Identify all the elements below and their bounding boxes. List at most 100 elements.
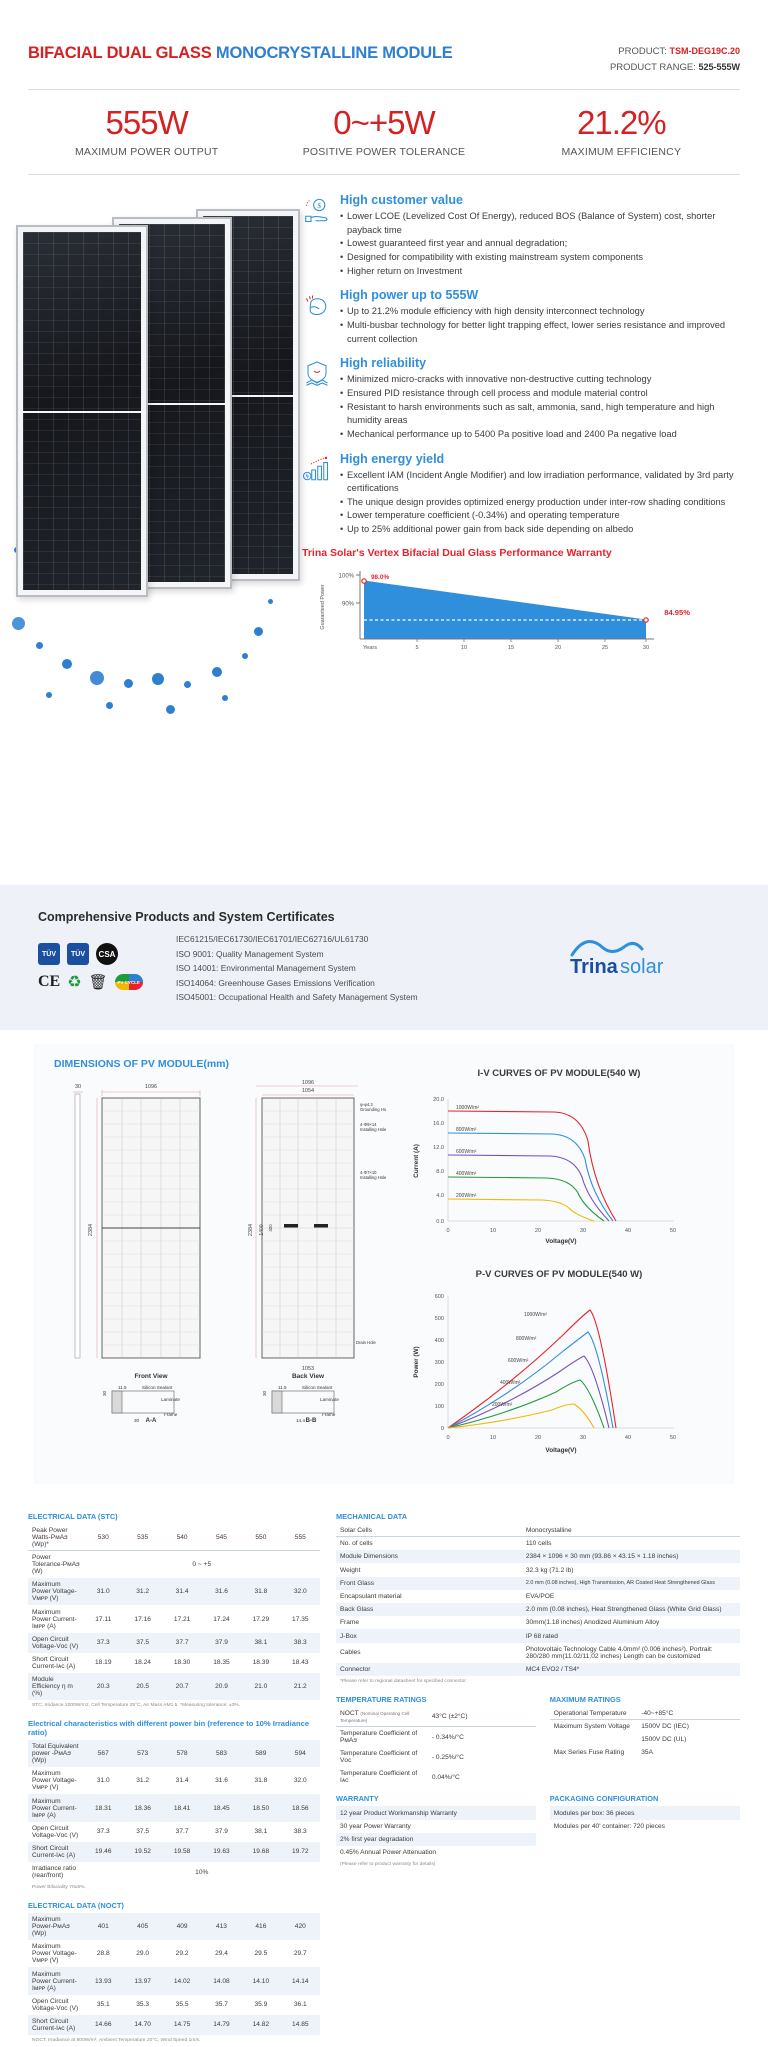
dimensions-heading: DIMENSIONS OF PV MODULE(mm) xyxy=(54,1058,230,1070)
mechanical-heading: MECHANICAL DATA xyxy=(336,1512,408,1521)
row-label: Module Efficiency η m (%) xyxy=(28,1673,84,1701)
cell: 20.9 xyxy=(201,1673,242,1701)
cell: 37.9 xyxy=(201,1821,242,1842)
feature-bullet: Higher return on Investment xyxy=(340,265,740,279)
header-section: BIFACIAL DUAL GLASS MONOCRYSTALLINE MODU… xyxy=(0,0,768,75)
dimensions-and-curves-section: DIMENSIONS OF PV MODULE(mm) 30 1096 xyxy=(0,1030,768,1500)
product-image-column xyxy=(6,187,300,735)
svg-text:20: 20 xyxy=(535,1228,541,1234)
dim-1400: 1400 xyxy=(259,1224,265,1235)
svg-text:40: 40 xyxy=(625,1435,631,1441)
svg-text:12.0: 12.0 xyxy=(433,1145,444,1151)
pv-legend-600: 600W/m² xyxy=(508,1358,529,1364)
pv-cycle-icon: PV CYCLE xyxy=(114,974,143,991)
row-value: 32.3 kg (71.2 lb) xyxy=(521,1563,740,1577)
row-label: 0.45% Annual Power Attenuation xyxy=(336,1846,536,1860)
cell: 31.0 xyxy=(83,1767,123,1795)
warranty-heading: WARRANTY xyxy=(336,1794,379,1804)
table-row: Maximum Power Voltage-Vᴍᴘᴘ (V) 31.0 31.2… xyxy=(28,1767,320,1795)
cell: 35.1 xyxy=(83,1994,123,2015)
svg-text:40: 40 xyxy=(625,1228,631,1234)
table-row: Max Series Fuse Rating 35A xyxy=(550,1746,740,1759)
cell: 28.8 xyxy=(83,1940,123,1968)
cell: 19.68 xyxy=(241,1841,281,1863)
y-tick-90: 90% xyxy=(342,601,355,607)
iv-legend-800: 800W/m² xyxy=(456,1127,477,1133)
svg-text:0: 0 xyxy=(441,1426,444,1432)
certificate-line: ISO 9001: Quality Management System xyxy=(176,948,324,959)
row-value: IP 68 rated xyxy=(521,1629,740,1643)
row-value: - 0.25%/°C xyxy=(431,1753,464,1761)
dim-30-b: 30 xyxy=(262,1390,267,1396)
cell: 19.58 xyxy=(162,1841,202,1863)
certificate-line: IEC61215/IEC61730/IEC61701/IEC62716/UL61… xyxy=(176,934,369,945)
iv-ylabel: Current (A) xyxy=(413,1144,420,1178)
cell: 29.2 xyxy=(162,1940,202,1968)
table-row: Connector MC4 EVO2 / TS4* xyxy=(336,1662,740,1676)
row-label: Modules per 40' container: 720 pieces xyxy=(549,1819,740,1833)
row-label xyxy=(550,1733,638,1746)
feature-bullet: Lower LCOE (Levelized Cost Of Energy), r… xyxy=(340,210,740,237)
bar-chart-growth-icon xyxy=(302,452,336,537)
x-tick-10: 10 xyxy=(461,645,467,651)
title-blue: MONOCRYSTALLINE MODULE xyxy=(215,44,453,62)
feature-high-reliability: High reliability Minimized micro-cracks … xyxy=(302,356,740,441)
sealant-label-b: Silicon Sealant xyxy=(302,1385,333,1390)
electrical-bin-heading: Electrical characteristics with differen… xyxy=(28,1719,310,1738)
cell: 19.52 xyxy=(122,1841,163,1863)
product-label: PRODUCT: xyxy=(618,46,667,57)
shield-handshake-icon xyxy=(302,356,336,441)
row-label: Weight xyxy=(336,1563,522,1577)
installing-hole-note2: Installing Hole xyxy=(360,1127,386,1132)
iv-curve-title: I-V CURVES OF PV MODULE(540 W) xyxy=(477,1068,641,1079)
row-label: Frame xyxy=(336,1616,522,1630)
table-row: No. of cells 110 cells xyxy=(336,1536,740,1551)
row-label: Irradiance ratio (rear/front) xyxy=(28,1862,84,1883)
cell: 32.0 xyxy=(280,1578,320,1606)
dim-width-1053: 1053 xyxy=(302,1366,314,1372)
y-tick-100: 100% xyxy=(339,573,355,579)
table-row: Maximum Power Current-Iᴍᴘᴘ (A) 18.31 18.… xyxy=(28,1794,320,1822)
row-value: MC4 EVO2 / TS4* xyxy=(521,1662,740,1676)
main-section: $ High customer value Lower LCOE (Leveli… xyxy=(0,175,768,735)
cell: 31.6 xyxy=(201,1767,242,1795)
x-tick-15: 15 xyxy=(508,645,514,651)
row-value: 30mm(1.18 inches) Anodized Aluminium All… xyxy=(521,1616,740,1630)
row-label: Short Circuit Current-Iᴀᴄ (A) xyxy=(28,1841,84,1863)
table-row: 0.45% Annual Power Attenuation xyxy=(336,1846,536,1860)
product-range-label: PRODUCT RANGE: xyxy=(609,61,696,73)
pv-xlabel: Voltage(V) xyxy=(545,1447,576,1454)
svg-text:$: $ xyxy=(317,201,321,210)
cell: 14.85 xyxy=(280,2014,320,2035)
x-tick-5: 5 xyxy=(415,645,418,651)
spec-value: 555W xyxy=(105,104,189,142)
cell: 32.0 xyxy=(280,1767,320,1795)
header-divider xyxy=(28,89,740,91)
svg-text:0: 0 xyxy=(446,1228,449,1234)
cell: 29.0 xyxy=(122,1940,163,1968)
table-row: Encapsulant material EVA/POE xyxy=(336,1589,740,1604)
row-label: Maximum Power Current-Iᴍᴘᴘ (A) xyxy=(28,1794,84,1822)
feature-bullet: Lowest guaranteed first year and annual … xyxy=(340,237,740,251)
cell: 416 xyxy=(241,1913,281,1941)
cell: 35.9 xyxy=(241,1994,281,2015)
row-label: Max Series Fuse Rating xyxy=(553,1749,625,1757)
table-row: Maximum Power Voltage-Vᴍᴘᴘ (V) 31.0 31.2… xyxy=(28,1578,320,1606)
installing-hole-note3: 4-Φ7×10 xyxy=(360,1170,377,1175)
cell: 18.50 xyxy=(241,1794,281,1822)
svg-text:400: 400 xyxy=(435,1338,444,1344)
table-row: Weight 32.3 kg (71.2 lb) xyxy=(336,1563,740,1577)
specs-divider xyxy=(28,173,740,175)
svg-text:50: 50 xyxy=(670,1435,676,1441)
maxratings-table: Operational Temperature -40~+85°C Maximu… xyxy=(549,1706,740,1760)
cell: 14.66 xyxy=(83,2014,123,2035)
section-bb-label: B-B xyxy=(306,1418,317,1423)
cell: 401 xyxy=(83,1913,123,1941)
table-row: 12 year Product Workmanship Warranty xyxy=(336,1806,536,1820)
table-row: Modules per box: 36 pieces xyxy=(549,1806,740,1820)
warranty-chart: 100% 90% Guaranteed Power 98.0% 84.95% xyxy=(302,563,740,655)
table-row: Maximum Power Current-Iᴍᴘᴘ (A) 13.93 13.… xyxy=(28,1967,320,1995)
row-label: Maximum Power Voltage-Vᴍᴘᴘ (V) xyxy=(28,1578,84,1606)
feature-bullet: Excellent IAM (Incident Angle Modifier) … xyxy=(340,469,740,496)
row-label: Maximum Power Voltage-Vᴍᴘᴘ (V) xyxy=(28,1767,84,1795)
